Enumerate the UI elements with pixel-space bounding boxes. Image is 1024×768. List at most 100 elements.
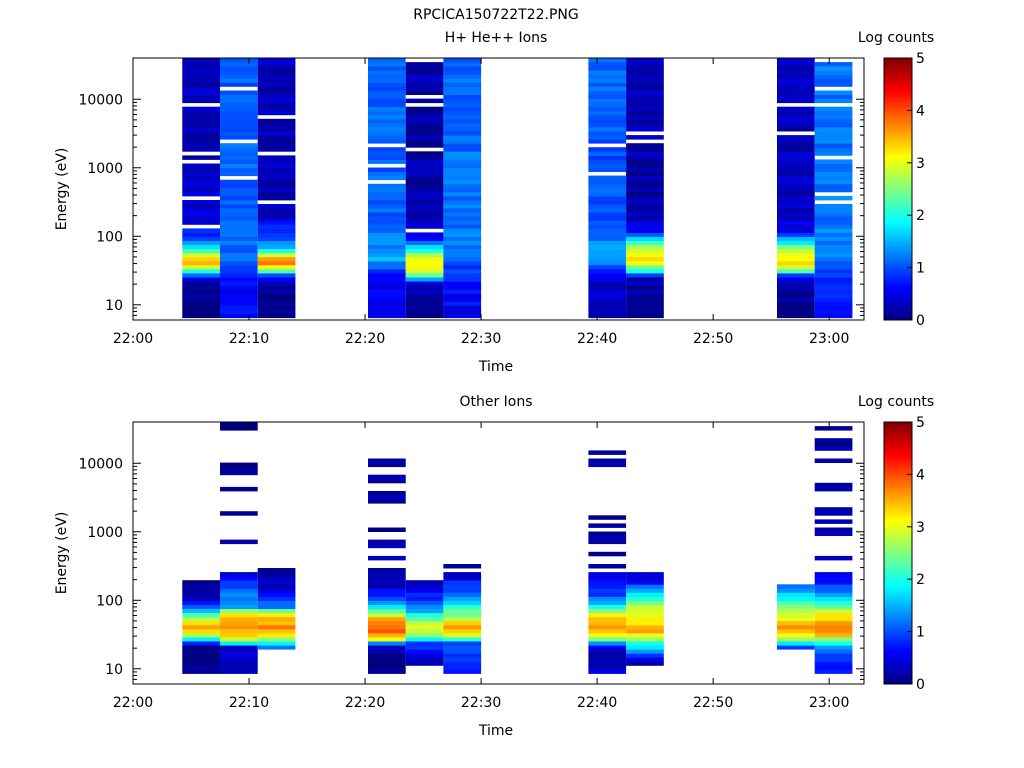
colorbar-segment xyxy=(884,521,912,525)
heatmap-cell xyxy=(443,191,482,197)
heatmap-cell xyxy=(443,94,482,99)
heatmap-cell xyxy=(405,252,444,258)
heatmap-cell xyxy=(626,143,664,148)
heatmap-cell xyxy=(443,78,482,83)
heatmap-cell xyxy=(777,66,815,71)
heatmap-cell xyxy=(182,204,220,209)
heatmap-cell xyxy=(588,637,627,642)
heatmap-cell xyxy=(443,102,482,108)
heatmap-cell xyxy=(182,216,220,221)
heatmap-cell xyxy=(777,82,815,87)
colorbar-segment xyxy=(884,526,912,530)
heatmap-cell xyxy=(814,277,853,282)
heatmap-cell xyxy=(443,264,482,270)
heatmap-cell xyxy=(777,268,815,274)
heatmap-cell xyxy=(443,277,482,282)
heatmap-cell xyxy=(257,584,296,589)
heatmap-cell xyxy=(626,70,664,75)
heatmap-cell xyxy=(443,110,482,116)
colorbar-segment xyxy=(884,160,912,164)
heatmap-cell xyxy=(626,122,664,128)
heatmap-cell xyxy=(368,608,406,614)
heatmap-cell xyxy=(220,604,258,609)
heatmap-cell xyxy=(220,159,258,164)
heatmap-cell xyxy=(814,183,853,189)
colorbar-segment xyxy=(884,639,912,643)
colorbar-segment xyxy=(884,568,912,572)
heatmap-cell xyxy=(257,228,296,233)
heatmap-cell xyxy=(257,58,296,63)
colorbar-frame xyxy=(883,57,913,321)
heatmap-cell xyxy=(626,200,664,205)
heatmap-cell xyxy=(257,62,296,67)
heatmap-cell xyxy=(626,285,664,290)
colorbar-segment xyxy=(884,466,912,470)
heatmap-cell xyxy=(588,110,627,116)
y-tick-label: 10 xyxy=(105,662,123,678)
heatmap-cell xyxy=(182,596,220,601)
heatmap-cell xyxy=(588,244,627,250)
heatmap-cell xyxy=(405,600,444,605)
heatmap-cell xyxy=(588,462,627,468)
heatmap-cell xyxy=(814,600,853,605)
heatmap-cell xyxy=(182,62,220,67)
heatmap-cell xyxy=(257,592,296,597)
heatmap-cell xyxy=(588,139,627,144)
heatmap-cell xyxy=(220,422,258,427)
heatmap-cell xyxy=(626,620,664,626)
colorbar-segment xyxy=(884,602,912,606)
heatmap-cell xyxy=(405,151,444,156)
heatmap-cell xyxy=(588,572,627,577)
colorbar-segment xyxy=(884,60,912,64)
heatmap-cell xyxy=(814,482,853,488)
heatmap-cell xyxy=(777,187,815,193)
heatmap-cell xyxy=(626,98,664,104)
heatmap-cell xyxy=(257,159,296,164)
heatmap-cell xyxy=(626,600,664,605)
heatmap-cell xyxy=(220,212,258,217)
heatmap-cell xyxy=(405,624,444,630)
heatmap-cell xyxy=(368,645,406,650)
heatmap-cell xyxy=(368,252,406,258)
heatmap-cell xyxy=(182,200,220,205)
heatmap-cell xyxy=(220,208,258,213)
heatmap-cell xyxy=(182,256,220,262)
heatmap-cell xyxy=(814,195,853,201)
heatmap-cell xyxy=(443,200,482,205)
heatmap-cell xyxy=(182,167,220,172)
heatmap-cell xyxy=(588,653,627,658)
heatmap-cell xyxy=(626,90,664,95)
heatmap-cell xyxy=(405,98,444,104)
heatmap-cell xyxy=(368,82,406,87)
heatmap-cell xyxy=(626,305,664,310)
heatmap-cell xyxy=(777,212,815,217)
heatmap-cell xyxy=(257,612,296,618)
heatmap-cell xyxy=(588,313,627,319)
heatmap-cell xyxy=(368,281,406,286)
heatmap-cell xyxy=(220,624,258,630)
colorbar-segment xyxy=(884,241,912,245)
heatmap-cell xyxy=(588,183,627,189)
heatmap-cell xyxy=(220,645,258,650)
heatmap-cell xyxy=(588,131,627,136)
heatmap-cell xyxy=(814,657,853,662)
heatmap-cell xyxy=(257,216,296,221)
heatmap-cell xyxy=(405,620,444,626)
heatmap-cell xyxy=(405,135,444,140)
heatmap-cell xyxy=(182,139,220,144)
heatmap-cell xyxy=(257,277,296,282)
colorbar-segment xyxy=(884,249,912,253)
colorbar-segment xyxy=(884,63,912,67)
heatmap-cell xyxy=(814,240,853,245)
panel-other-ions: Other Ions Log counts 22:00 22:10 22:20 22:… xyxy=(54,394,934,739)
colorbar-segment xyxy=(884,542,912,546)
heatmap-cell xyxy=(405,584,444,589)
heatmap-cell xyxy=(443,620,482,626)
heatmap-cell xyxy=(443,256,482,262)
heatmap-cell xyxy=(626,224,664,229)
heatmap-cell xyxy=(368,159,406,164)
heatmap-cell xyxy=(257,232,296,237)
heatmap-cell xyxy=(588,305,627,310)
heatmap-cell xyxy=(777,216,815,221)
heatmap-cell xyxy=(588,240,627,245)
